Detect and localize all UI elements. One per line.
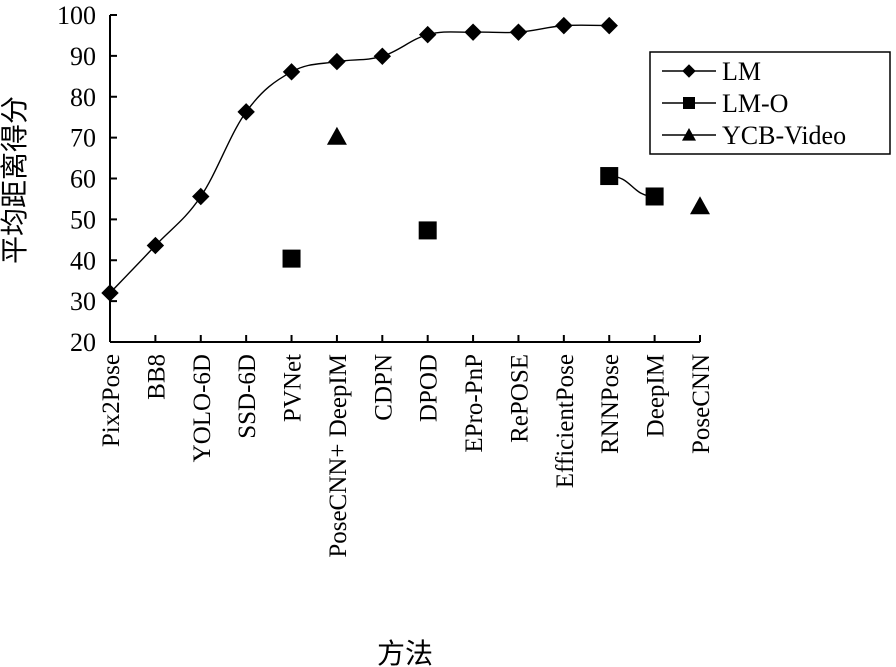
data-point [146, 236, 165, 255]
x-tick-label: DPOD [416, 354, 443, 422]
data-point [237, 103, 255, 121]
x-tick-label: SSD-6D [234, 354, 261, 439]
data-point [509, 23, 528, 41]
data-point [326, 126, 347, 145]
x-tick-label: Pix2Pose [98, 354, 125, 447]
legend-item: LM-O [662, 89, 788, 118]
x-tick-label: BB8 [143, 354, 170, 400]
x-tick-label: DeepIM [643, 354, 670, 437]
x-tick-label: PoseCNN+ DeepIM [325, 354, 352, 558]
x-tick-labels: Pix2Pose BB8 YOLO-6D SSD-6D PVNet PoseCNN+ De… [98, 354, 715, 558]
data-point [600, 16, 618, 35]
x-tick-label: EfficientPose [552, 354, 579, 488]
data-point [464, 23, 482, 41]
x-tick-label: RNNPose [597, 354, 624, 454]
legend-item: LM [662, 57, 761, 86]
series-ycb-video [326, 126, 710, 215]
series-lm-o [282, 167, 664, 268]
x-tick-label: EPro-PnP [461, 354, 488, 453]
legend-label: LM [722, 57, 761, 86]
y-tick-label: 90 [70, 42, 96, 71]
data-point [328, 52, 346, 71]
data-point [690, 196, 710, 215]
series-layer [101, 16, 710, 302]
x-tick-label: PVNet [280, 354, 307, 422]
y-tick-labels: 20 30 40 50 60 70 80 90 100 [57, 1, 96, 357]
legend-marker [682, 128, 696, 141]
x-tick-label: YOLO-6D [189, 354, 216, 462]
legend: LM LM-O YCB-Video [649, 51, 891, 155]
data-point [192, 187, 210, 206]
data-point [373, 47, 392, 65]
data-point [645, 187, 664, 206]
y-tick-label: 20 [70, 328, 96, 357]
data-point [600, 167, 619, 186]
y-tick-label: 100 [57, 1, 96, 30]
legend-label: YCB-Video [722, 121, 846, 150]
data-point [555, 16, 573, 35]
data-point [282, 63, 301, 81]
y-tick-label: 60 [70, 165, 96, 194]
x-axis-title: 方法 [377, 638, 433, 667]
data-point [282, 249, 301, 268]
y-axis-title: 平均距离得分 [0, 96, 31, 264]
x-tick-label: PoseCNN [688, 354, 715, 454]
data-point [418, 25, 437, 44]
series-line [109, 24, 610, 294]
legend-item: YCB-Video [662, 121, 846, 150]
legend-marker [683, 97, 695, 109]
legend-label: LM-O [722, 89, 788, 118]
y-tick-label: 80 [70, 83, 96, 112]
legend-marker [682, 64, 696, 78]
series-lm [101, 16, 618, 302]
y-tick-label: 40 [70, 246, 96, 275]
y-tick-label: 30 [70, 287, 96, 316]
y-tick-label: 70 [70, 124, 96, 153]
data-point [418, 221, 437, 240]
x-tick-label: CDPN [370, 354, 397, 421]
y-tick-label: 50 [70, 205, 96, 234]
x-tick-label: RePOSE [506, 354, 533, 443]
data-point [101, 284, 119, 302]
